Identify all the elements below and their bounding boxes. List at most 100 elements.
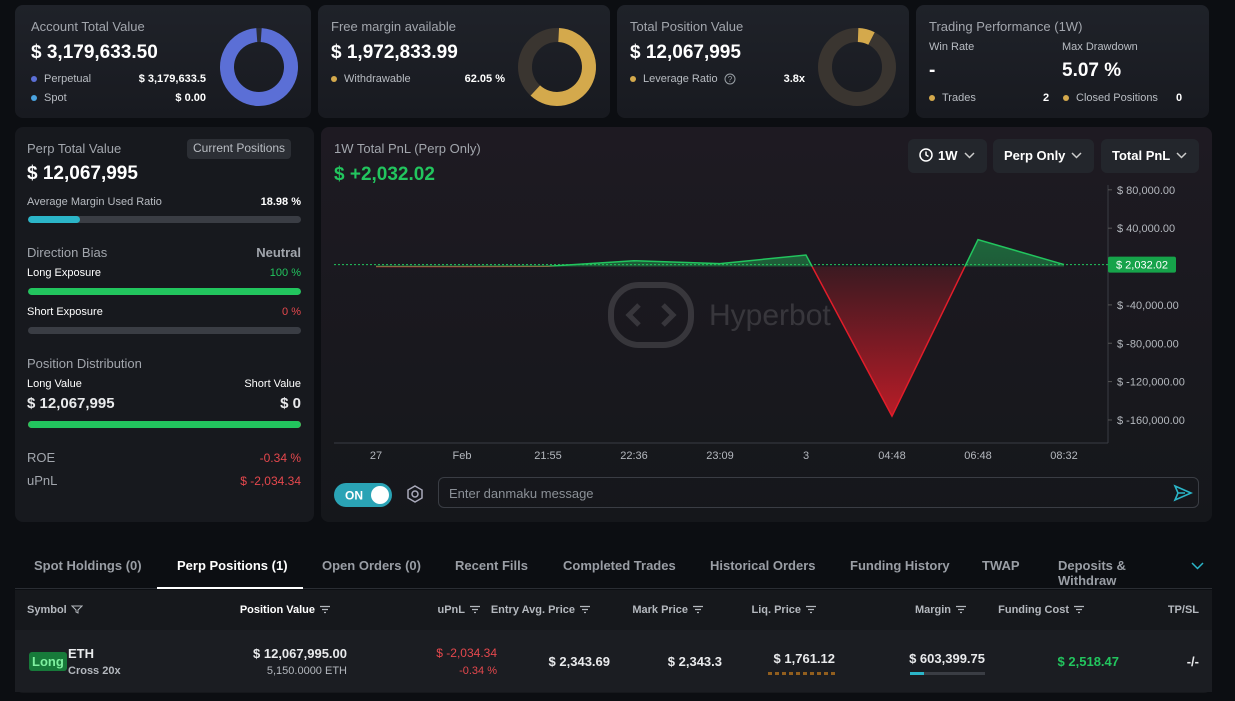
sort-icon (956, 605, 966, 614)
label: Average Margin Used Ratio (27, 196, 162, 208)
sort-icon (806, 605, 816, 614)
row-label: Trades (929, 92, 976, 104)
column-header: Liq. Price (751, 604, 817, 616)
dropdown[interactable]: 1W (908, 139, 987, 173)
bar-track (28, 288, 301, 295)
card-title: Trading Performance (1W) (929, 19, 1083, 34)
y-tick-label: $ -160,000.00 (1117, 415, 1185, 427)
tab[interactable]: Completed Trades (563, 558, 676, 573)
button[interactable]: Current Positions (187, 139, 292, 159)
toggle-label: ON (345, 489, 363, 503)
y-tick-label: $ 40,000.00 (1117, 223, 1175, 235)
tab[interactable]: Deposits & Withdraw (1058, 558, 1126, 588)
value: 100 % (269, 267, 301, 279)
pnl-panel: 1W Total PnL (Perp Only) $ +2,032.02 Hyp… (321, 127, 1212, 522)
side-badge: Long (29, 652, 67, 671)
column-header: Mark Price (632, 604, 704, 616)
donut (220, 28, 298, 106)
stat-value: 5.07 % (1062, 60, 1122, 81)
column-header: uPnL (438, 604, 482, 616)
cell: ETH (68, 646, 94, 661)
value: 0 % (282, 306, 301, 318)
bar (28, 216, 80, 223)
settings-icon[interactable] (406, 485, 424, 503)
watermark: Hyperbot (608, 282, 831, 348)
label: Withdrawable (344, 73, 411, 85)
watermark-text: Hyperbot (709, 299, 831, 332)
tab[interactable]: Recent Fills (455, 558, 528, 573)
y-tick-label: $ -80,000.00 (1117, 338, 1179, 350)
value: 18.98 % (260, 196, 301, 208)
x-tick-label: 22:36 (620, 450, 648, 462)
column-label: Entry Avg. Price (490, 604, 575, 616)
x-tick-label: 27 (370, 450, 382, 462)
cell: $ -2,034.34 (436, 646, 497, 660)
cell: $ 603,399.75 (909, 651, 985, 666)
card: Account Total Value $ 3,179,633.50 Perpe… (15, 5, 311, 118)
x-tick-label: 3 (803, 450, 809, 462)
bar (28, 421, 301, 428)
sort-icon (580, 605, 590, 614)
donut (818, 28, 896, 106)
row-value: 0 (1176, 92, 1183, 104)
donut (518, 28, 596, 106)
dropdown[interactable]: Perp Only (993, 139, 1094, 173)
dropdown-label: 1W (938, 148, 958, 163)
cell: 5,150.0000 ETH (266, 665, 347, 677)
tab[interactable]: Spot Holdings (0) (34, 558, 142, 573)
x-tick-label: 08:32 (1050, 450, 1078, 462)
table-row (15, 630, 1212, 692)
dropdown-label: Total PnL (1112, 148, 1171, 163)
placeholder: Enter danmaku message (449, 486, 594, 501)
column-header: Margin (915, 604, 967, 616)
bar (28, 288, 301, 295)
column-label: Funding Cost (998, 604, 1069, 616)
row-label: Spot (31, 92, 67, 104)
card: Free margin available $ 1,972,833.99 Wit… (318, 5, 610, 118)
cell: $ 1,761.12 (773, 651, 835, 666)
cell: $ 12,067,995.00 (253, 646, 347, 661)
value: Neutral (256, 245, 301, 260)
area-up (376, 239, 1064, 267)
bar-track (28, 327, 301, 334)
panel-value: $ 12,067,995 (27, 163, 138, 184)
dropdown-label: Perp Only (1004, 148, 1066, 163)
cell: $ 2,518.47 (1057, 654, 1119, 669)
column-label: Liq. Price (751, 604, 801, 616)
x-tick-label: 04:48 (878, 450, 906, 462)
cell: -/- (1186, 654, 1199, 669)
sort-icon (693, 605, 703, 614)
column-label: uPnL (437, 604, 466, 616)
send-icon[interactable] (1173, 483, 1193, 503)
tab[interactable]: Perp Positions (1) (177, 558, 288, 573)
liq-gauge (768, 672, 835, 675)
line-up (376, 238, 1065, 267)
panel-title: 1W Total PnL (Perp Only) (334, 141, 481, 156)
line-down (376, 266, 966, 418)
row-label: Perpetual (31, 73, 91, 85)
y-tick-label: $ 80,000.00 (1117, 185, 1175, 197)
column-header: TP/SL (1168, 604, 1199, 616)
column-label: Position Value (239, 604, 315, 616)
x-tick-label: Feb (453, 450, 472, 462)
toggle[interactable]: ON (334, 483, 392, 507)
x-tick-label: 23:09 (706, 450, 734, 462)
label: Long Value (27, 378, 82, 390)
tab[interactable]: Funding History (850, 558, 950, 573)
donut-segment (530, 28, 596, 106)
label: Trades (942, 92, 976, 104)
label: Short Value (244, 378, 301, 390)
tab[interactable]: Open Orders (0) (322, 558, 421, 573)
dropdown[interactable]: Total PnL (1101, 139, 1199, 173)
section-title: Position Distribution (27, 356, 142, 371)
label: Perpetual (44, 73, 92, 85)
tab[interactable]: TWAP (982, 558, 1020, 573)
tab[interactable]: Historical Orders (710, 558, 816, 573)
danmaku-input[interactable]: Enter danmaku message (438, 477, 1199, 508)
tabs-more[interactable] (1191, 562, 1204, 570)
row-value: $ 3,179,633.5 (138, 73, 206, 85)
panel-title: Perp Total Value (27, 141, 122, 156)
y-tick-label: $ -120,000.00 (1117, 377, 1185, 389)
donut-segment (220, 28, 298, 106)
